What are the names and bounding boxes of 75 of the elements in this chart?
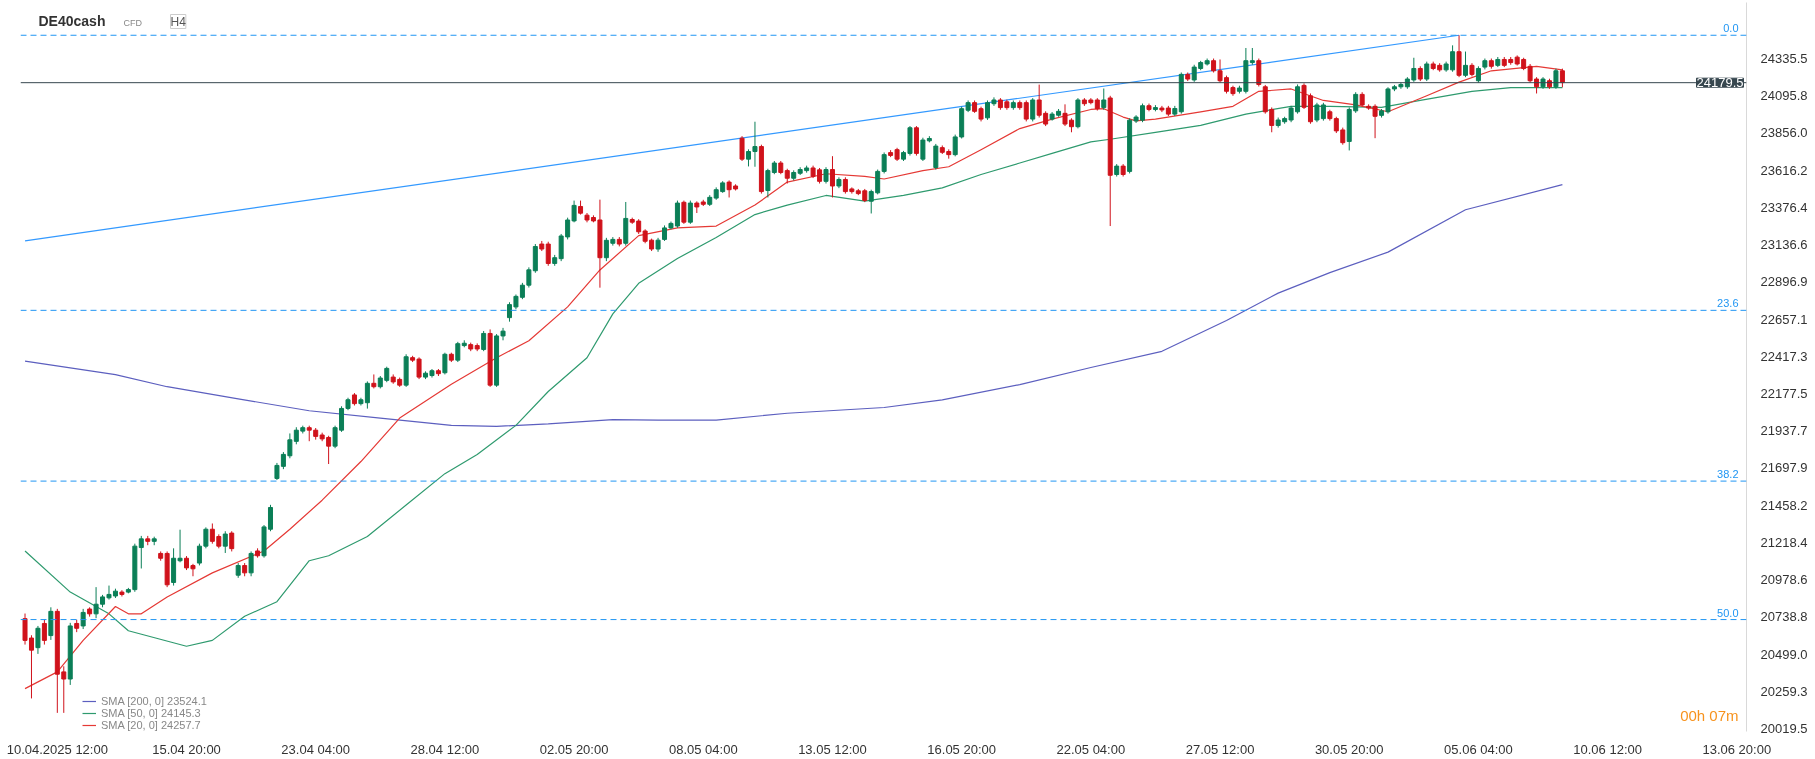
y-tick-label: 20499.0 (1760, 646, 1808, 662)
candlestick (1424, 61, 1430, 82)
candlestick (933, 143, 939, 171)
line-series (24, 183, 1563, 427)
text: DE40cash (38, 12, 106, 29)
candlestick (1463, 51, 1469, 78)
annotation: 00h 07m (1680, 706, 1739, 724)
candlestick (455, 341, 461, 363)
y-tick-label: 22417.3 (1760, 348, 1808, 364)
x-tick-label: 02.05 20:00 (539, 741, 609, 757)
candlestick (545, 241, 551, 267)
y-tick-label: 22657.1 (1760, 311, 1808, 327)
x-tick-label: 22.05 04:00 (1056, 741, 1126, 757)
annotation: 23.6 (1717, 297, 1739, 310)
y-tick-label: 21697.9 (1760, 460, 1808, 476)
candlestick (1023, 99, 1029, 122)
y-tick-label: 24095.8 (1760, 88, 1808, 104)
y-tick-label: 21458.2 (1760, 497, 1808, 513)
candlestick (229, 530, 235, 552)
annotation: 0.0 (1723, 22, 1739, 35)
candlestick (1030, 97, 1036, 122)
candlestick (829, 155, 835, 198)
candlestick (1553, 68, 1559, 90)
candlestick (681, 200, 687, 225)
y-tick-label: 21937.7 (1760, 423, 1808, 439)
candlestick (952, 134, 958, 157)
x-tick-label: 15.04 20:00 (152, 741, 221, 757)
ref-line-label: 24179.5 (1696, 75, 1744, 91)
candlestick (138, 535, 144, 569)
candlestick (881, 151, 887, 174)
annotation: H4 (170, 14, 187, 29)
y-tick-label: 20259.3 (1760, 683, 1808, 699)
x-tick-label: 13.06 20:00 (1702, 741, 1772, 757)
candlestick (687, 200, 693, 225)
x-tick-label: 27.05 12:00 (1185, 741, 1255, 757)
candlestick (442, 352, 448, 375)
candlestick (248, 550, 254, 577)
x-tick-label: 10.04.2025 12:00 (6, 741, 108, 757)
annotation: 50.0 (1717, 606, 1739, 619)
candlestick (1456, 34, 1462, 78)
x-tick-label: 05.06 04:00 (1444, 741, 1513, 757)
y-tick-label: 20738.8 (1760, 609, 1808, 625)
candlestick (80, 608, 86, 630)
y-tick-label: 23856.0 (1760, 125, 1808, 141)
y-tick-label: 20019.5 (1760, 720, 1808, 736)
x-tick-label: 16.05 20:00 (927, 741, 997, 757)
candlestick (196, 543, 202, 566)
candlestick (1256, 58, 1262, 87)
y-tick-label: 21218.4 (1760, 534, 1808, 550)
x-tick-label: 28.04 12:00 (410, 741, 480, 757)
candlestick (481, 330, 487, 352)
y-tick-label: 23376.4 (1760, 199, 1808, 215)
candlestick (203, 526, 209, 549)
x-tick-label: 30.05 20:00 (1314, 741, 1384, 757)
annotation: 38.2 (1717, 468, 1739, 481)
x-tick-label: 23.04 04:00 (281, 741, 351, 757)
y-tick-label: 23136.6 (1760, 237, 1808, 253)
candlestick (222, 530, 228, 554)
x-tick-label: 13.05 12:00 (798, 741, 867, 757)
candlestick (35, 625, 41, 655)
candlestick (41, 619, 47, 646)
legend-label: SMA [20, 0] 24257.7 (101, 719, 201, 731)
annotation: CFD (123, 17, 143, 28)
legend-label: SMA [200, 0] 23524.1 (101, 695, 207, 707)
y-tick-label: 24335.5 (1760, 50, 1808, 66)
x-tick-label: 10.06 12:00 (1573, 741, 1642, 757)
y-tick-label: 20978.6 (1760, 572, 1808, 588)
y-tick-label: 22177.5 (1760, 385, 1808, 401)
candlestick (739, 135, 745, 162)
legend-label: SMA [50, 0] 24145.3 (101, 707, 201, 719)
y-tick-label: 22896.9 (1760, 274, 1808, 290)
candlestick (1559, 68, 1565, 88)
y-tick-label: 23616.2 (1760, 162, 1808, 178)
candlestick (1101, 88, 1107, 111)
x-tick-label: 08.05 04:00 (668, 741, 738, 757)
